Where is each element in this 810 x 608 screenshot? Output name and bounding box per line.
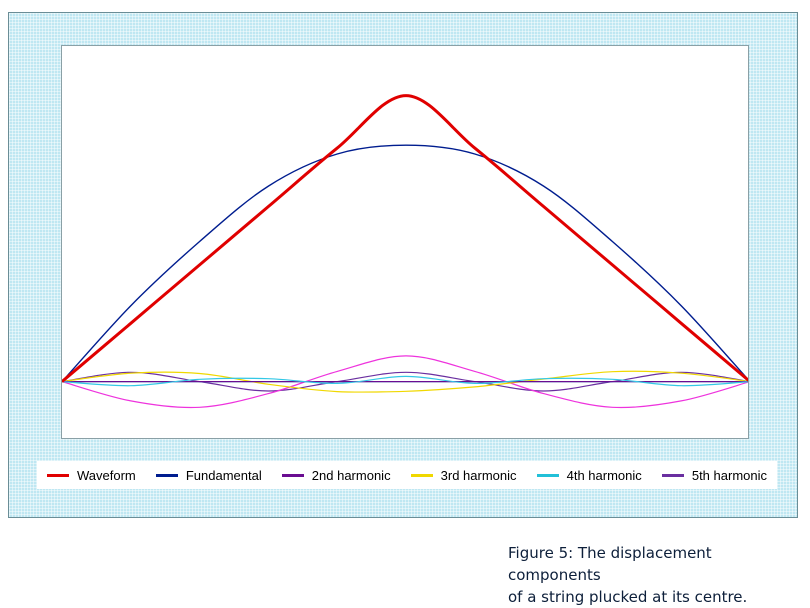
legend-item-2nd-harmonic: 2nd harmonic — [281, 467, 391, 483]
legend-label-2nd-harmonic: 2nd harmonic — [311, 467, 391, 483]
legend-item-fundamental: Fundamental — [155, 467, 262, 483]
legend-label-fundamental: Fundamental — [185, 467, 262, 483]
caption-line-2: of a string plucked at its centre. — [508, 588, 748, 606]
legend-swatch-4th-harmonic — [536, 473, 559, 477]
series-line-waveform — [62, 94, 748, 383]
chart-frame: Waveform Fundamental 2nd harmonic 3rd ha… — [8, 12, 798, 518]
series-line-extra-6 — [62, 355, 748, 409]
legend-swatch-3rd-harmonic — [410, 473, 433, 477]
plot-area — [61, 45, 749, 439]
caption-line-1: Figure 5: The displacement components — [508, 544, 712, 584]
legend-item-5th-harmonic: 5th harmonic — [661, 467, 767, 483]
legend-label-4th-harmonic: 4th harmonic — [566, 467, 642, 483]
legend-item-3rd-harmonic: 3rd harmonic — [410, 467, 517, 483]
legend-swatch-fundamental — [155, 473, 178, 477]
series-line-extra-7 — [62, 375, 748, 387]
legend-item-waveform: Waveform — [47, 468, 136, 483]
legend-swatch-2nd-harmonic — [281, 473, 304, 477]
legend-item-4th-harmonic: 4th harmonic — [536, 467, 642, 483]
series-line-3rd-harmonic — [62, 370, 748, 393]
legend-label-5th-harmonic: 5th harmonic — [691, 467, 767, 483]
legend-swatch-5th-harmonic — [661, 473, 684, 477]
legend-swatch-waveform — [47, 473, 69, 477]
plot-svg — [62, 94, 748, 409]
legend-label-waveform: Waveform — [77, 467, 136, 483]
legend: Waveform Fundamental 2nd harmonic 3rd ha… — [37, 461, 777, 489]
figure-caption: Figure 5: The displacement components of… — [508, 542, 808, 608]
series-line-fundamental — [62, 144, 748, 383]
series-line-5th-harmonic — [62, 371, 748, 392]
legend-label-3rd-harmonic: 3rd harmonic — [440, 467, 517, 483]
